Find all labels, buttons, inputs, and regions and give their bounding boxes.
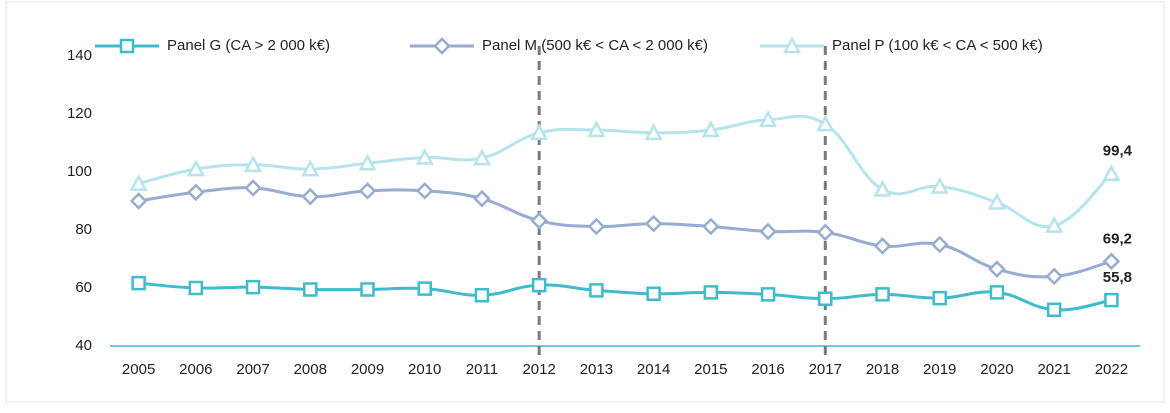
x-tick-label: 2022 [1095,361,1128,378]
x-tick-label: 2008 [294,361,327,378]
marker [818,291,833,306]
y-tick-label: 140 [67,47,92,64]
marker [701,120,720,138]
y-tick-label: 80 [75,221,92,238]
marker [131,275,146,291]
x-tick-label: 2019 [923,361,956,378]
marker [301,187,320,206]
marker [587,217,606,236]
marker [988,260,1006,278]
marker [644,123,663,141]
marker [782,36,802,54]
y-tick-label: 120 [67,105,92,122]
x-tick-label: 2012 [522,361,555,378]
marker [119,38,135,54]
marker [358,182,377,200]
marker [646,286,661,302]
marker [758,110,778,128]
marker [186,159,205,177]
marker [243,155,263,172]
marker [930,235,949,254]
x-tick-label: 2005 [122,361,155,378]
data-label: 55,8 [1103,269,1132,286]
marker [873,237,892,255]
marker [530,211,548,230]
y-tick-label: 40 [75,337,92,354]
data-label: 69,2 [1103,230,1132,247]
x-tick-label: 2020 [980,361,1013,378]
x-tick-label: 2010 [408,361,441,378]
marker [759,222,777,241]
marker [1045,267,1063,286]
chart-frame [5,1,1165,403]
marker [187,183,205,202]
marker [987,192,1007,210]
x-tick-label: 2013 [580,361,613,378]
x-tick-label: 2016 [751,361,784,378]
x-tick-label: 2018 [866,361,899,378]
marker [702,217,720,236]
marker [1102,164,1121,181]
marker [932,290,947,306]
legend-label: Panel P (100 k€ < CA < 500 k€) [832,37,1043,54]
marker [472,148,492,166]
marker [1104,292,1119,308]
series-line [138,114,1113,229]
marker [989,285,1005,300]
marker [417,281,432,296]
marker [930,176,949,194]
marker [474,288,490,303]
x-tick-label: 2021 [1037,361,1070,378]
series-line [138,281,1112,312]
marker [188,280,204,296]
marker [530,123,549,141]
marker [703,285,719,300]
marker [1102,252,1121,271]
marker [873,179,892,197]
y-tick-label: 100 [67,163,92,180]
marker [245,279,261,295]
marker [1045,216,1064,233]
x-tick-label: 2007 [236,361,269,378]
x-tick-label: 2009 [351,361,384,378]
marker [129,173,148,191]
legend-label: Panel M (500 k€ < CA < 2 000 k€) [482,37,708,54]
x-tick-label: 2017 [809,361,842,378]
data-label: 99,4 [1103,143,1133,160]
marker [303,282,318,297]
x-tick-label: 2014 [637,361,670,378]
marker [358,153,377,171]
marker [473,189,491,208]
marker [644,214,663,233]
x-tick-label: 2006 [179,361,212,378]
series-line [138,186,1112,279]
marker [875,287,890,302]
marker [816,114,835,132]
legend-label: Panel G (CA > 2 000 k€) [167,37,330,54]
y-tick-label: 60 [75,279,92,296]
marker [589,283,604,298]
marker [816,223,835,242]
marker [301,159,320,177]
marker [531,277,547,293]
marker [760,287,776,302]
marker [1046,302,1062,317]
marker [129,192,148,210]
marker [415,147,434,165]
x-tick-label: 2015 [694,361,727,378]
marker [433,37,451,55]
marker [360,282,375,297]
marker [587,120,606,138]
x-tick-label: 2011 [466,361,498,378]
marker [244,179,262,197]
marker [415,182,434,200]
